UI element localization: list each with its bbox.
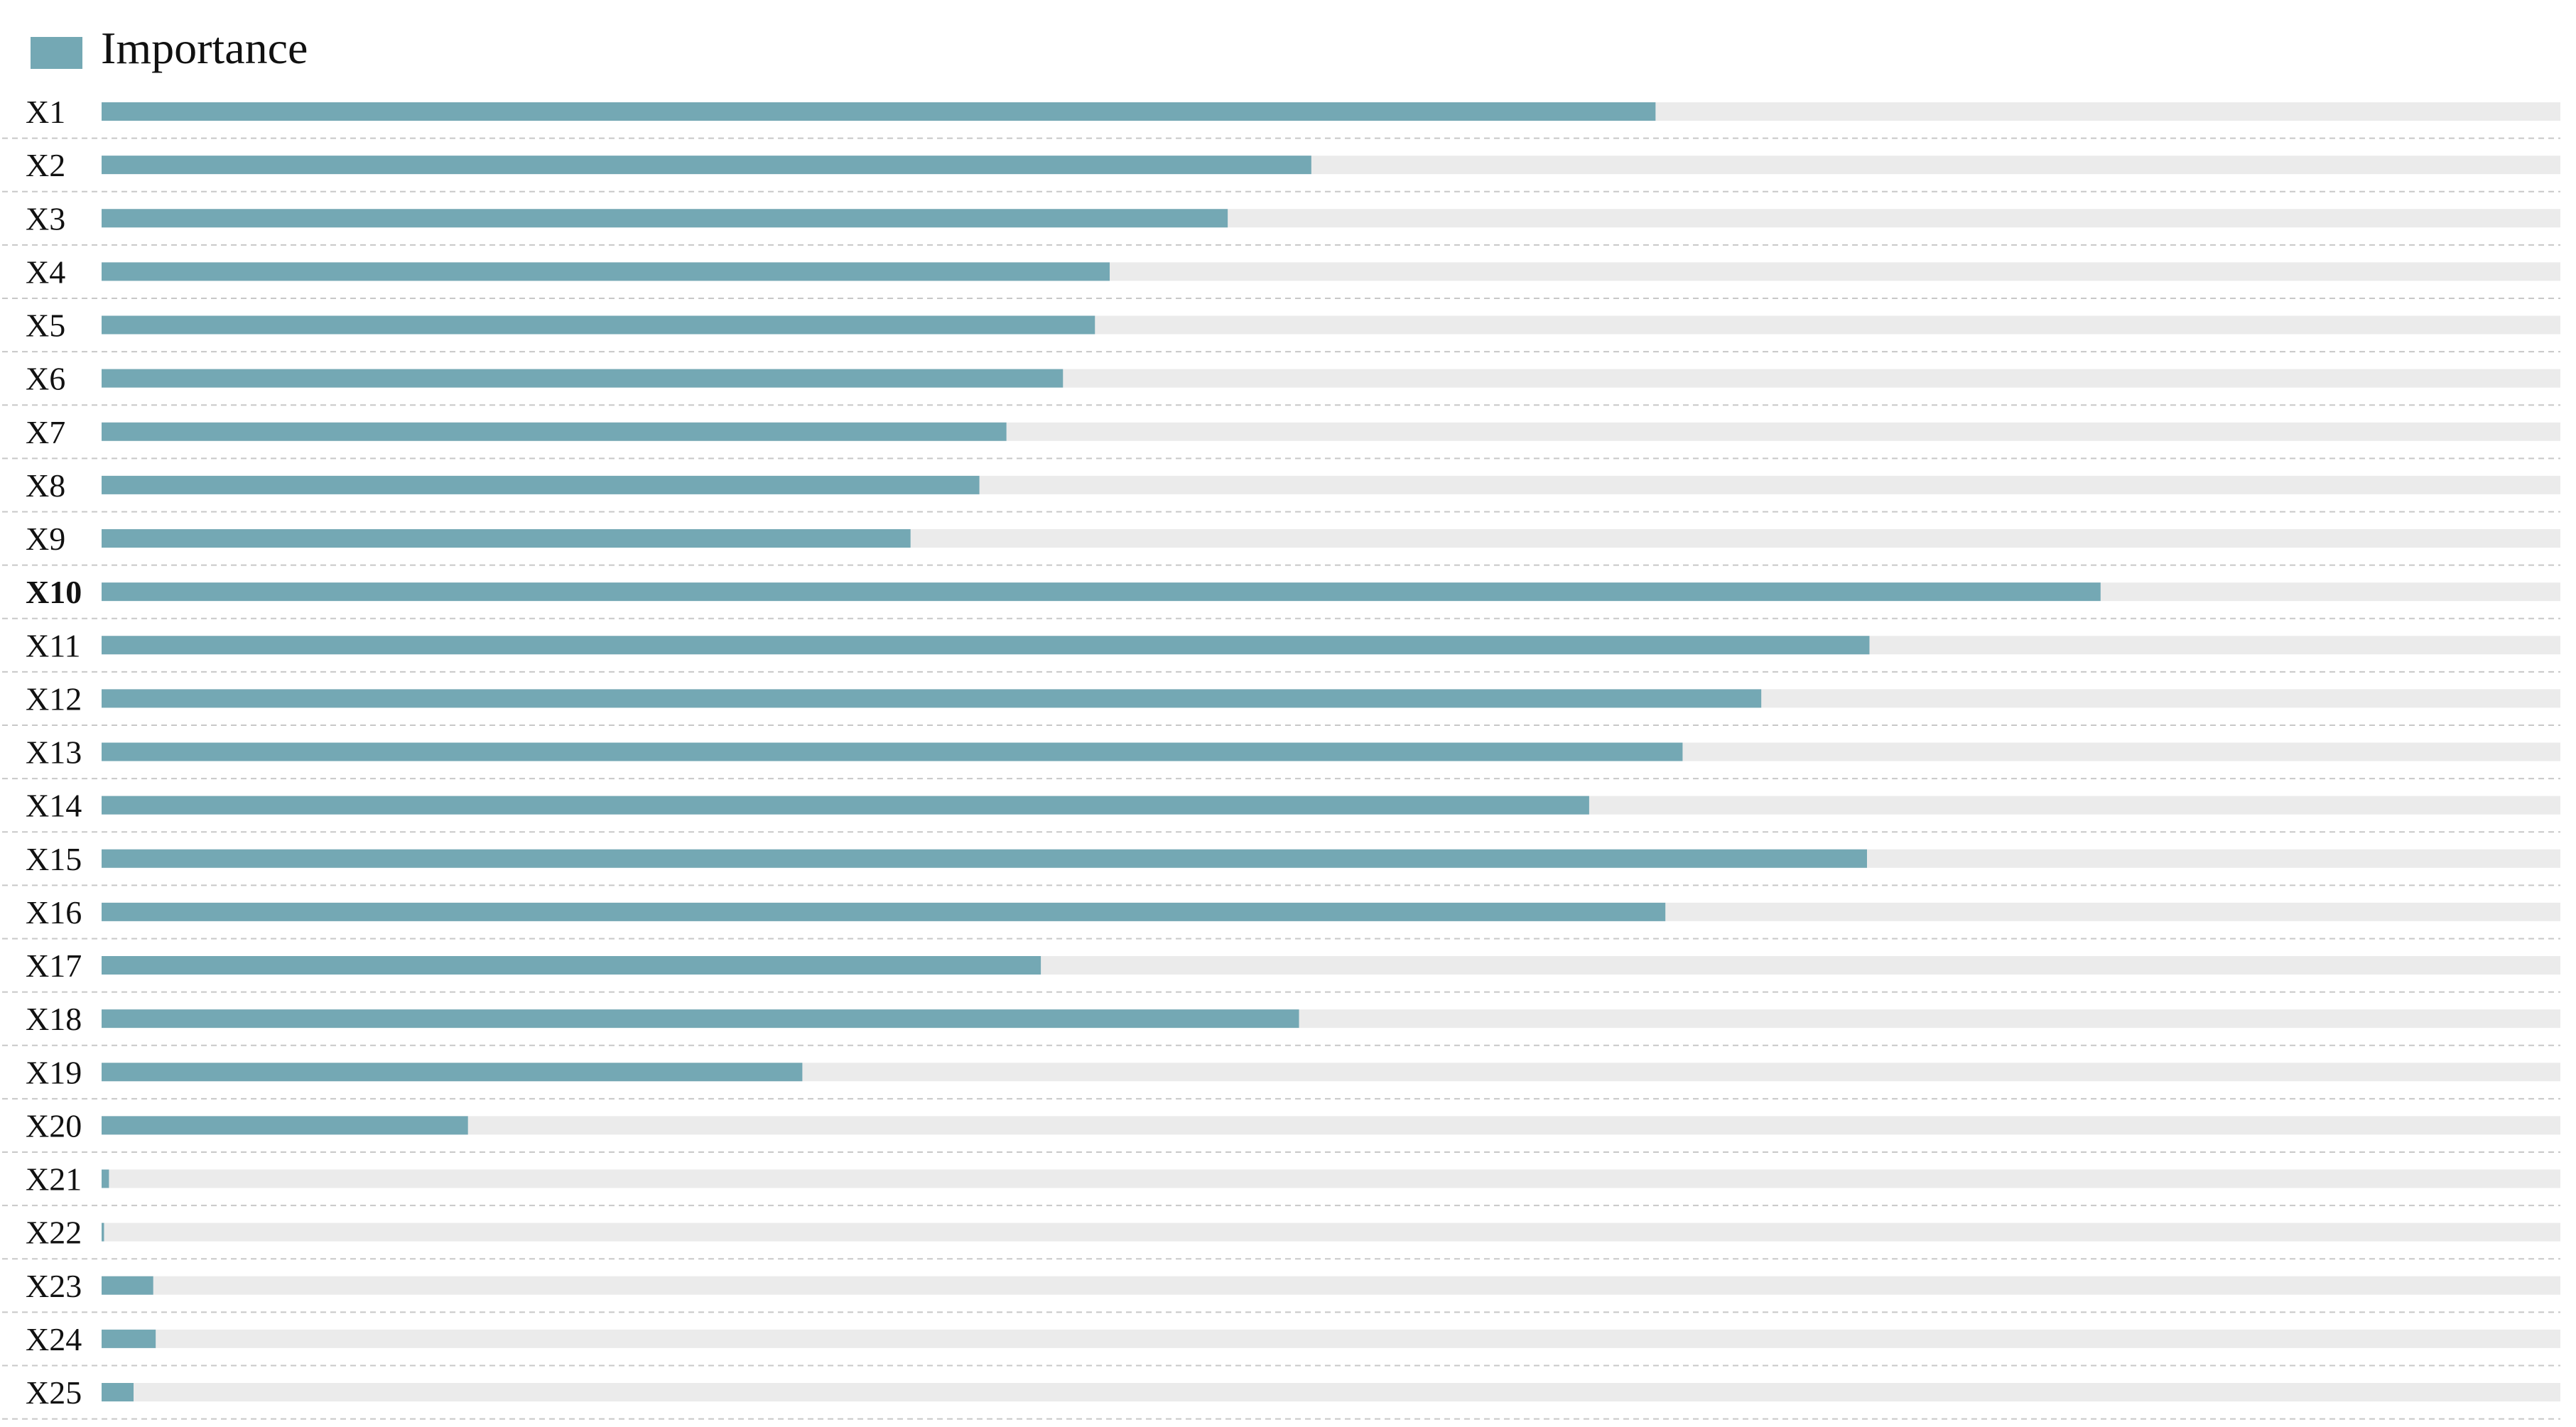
category-label-x16: X16 bbox=[26, 894, 82, 930]
bar-x4 bbox=[102, 262, 1110, 281]
bar-track bbox=[102, 1116, 2560, 1135]
legend: Importance bbox=[31, 23, 308, 73]
category-label-x18: X18 bbox=[26, 1001, 82, 1037]
bar-track bbox=[102, 1276, 2560, 1295]
bar-track bbox=[102, 1383, 2560, 1401]
bar-x19 bbox=[102, 1063, 803, 1082]
bar-x12 bbox=[102, 689, 1762, 708]
bar-x25 bbox=[102, 1383, 134, 1401]
category-label-x10: X10 bbox=[26, 574, 82, 610]
category-label-x9: X9 bbox=[26, 521, 65, 557]
bar-x23 bbox=[102, 1276, 153, 1295]
category-label-x22: X22 bbox=[26, 1215, 82, 1251]
bars bbox=[102, 102, 2101, 1401]
category-label-x5: X5 bbox=[26, 308, 65, 344]
category-label-x15: X15 bbox=[26, 841, 82, 877]
category-label-x4: X4 bbox=[26, 254, 65, 290]
category-label-x21: X21 bbox=[26, 1161, 82, 1198]
bar-x5 bbox=[102, 315, 1095, 335]
bar-x3 bbox=[102, 209, 1228, 228]
bar-x14 bbox=[102, 796, 1589, 815]
category-label-x25: X25 bbox=[26, 1374, 82, 1411]
category-label-x20: X20 bbox=[26, 1107, 82, 1144]
category-labels: X1 X2 X3 X4 X5 X6 X7 X8 X9 X10 X11 X12 X13 X14 X15 X16 X… bbox=[26, 94, 82, 1411]
category-label-x11: X11 bbox=[26, 627, 81, 663]
bar-x24 bbox=[102, 1329, 156, 1348]
category-label-x24: X24 bbox=[26, 1321, 82, 1357]
legend-label: Importance bbox=[101, 23, 308, 73]
category-label-x7: X7 bbox=[26, 414, 65, 450]
bar-track bbox=[102, 1222, 2560, 1242]
category-label-x12: X12 bbox=[26, 680, 82, 717]
category-label-x6: X6 bbox=[26, 361, 65, 397]
bar-x18 bbox=[102, 1009, 1299, 1029]
category-label-x3: X3 bbox=[26, 200, 65, 237]
bar-x22 bbox=[102, 1222, 104, 1242]
category-label-x8: X8 bbox=[26, 467, 65, 504]
bar-x16 bbox=[102, 902, 1666, 921]
bar-x6 bbox=[102, 369, 1064, 388]
bar-x2 bbox=[102, 156, 1311, 175]
category-label-x19: X19 bbox=[26, 1054, 82, 1090]
category-label-x13: X13 bbox=[26, 734, 82, 771]
bar-x8 bbox=[102, 475, 980, 494]
bar-x15 bbox=[102, 849, 1867, 868]
gridlines bbox=[2, 137, 2560, 1420]
category-label-x1: X1 bbox=[26, 94, 65, 130]
bar-x11 bbox=[102, 636, 1870, 655]
bar-x7 bbox=[102, 422, 1007, 441]
bar-x17 bbox=[102, 956, 1041, 975]
bar-track bbox=[102, 1329, 2560, 1348]
bar-x9 bbox=[102, 529, 911, 548]
bar-x21 bbox=[102, 1169, 109, 1188]
bar-x13 bbox=[102, 742, 1683, 761]
category-label-x2: X2 bbox=[26, 147, 65, 183]
bar-x20 bbox=[102, 1116, 468, 1135]
category-label-x17: X17 bbox=[26, 948, 82, 984]
category-label-x23: X23 bbox=[26, 1268, 82, 1304]
bar-x10 bbox=[102, 582, 2101, 602]
bar-x1 bbox=[102, 102, 1656, 121]
legend-swatch bbox=[31, 37, 82, 69]
category-label-x14: X14 bbox=[26, 788, 82, 824]
bar-track bbox=[102, 1169, 2560, 1188]
